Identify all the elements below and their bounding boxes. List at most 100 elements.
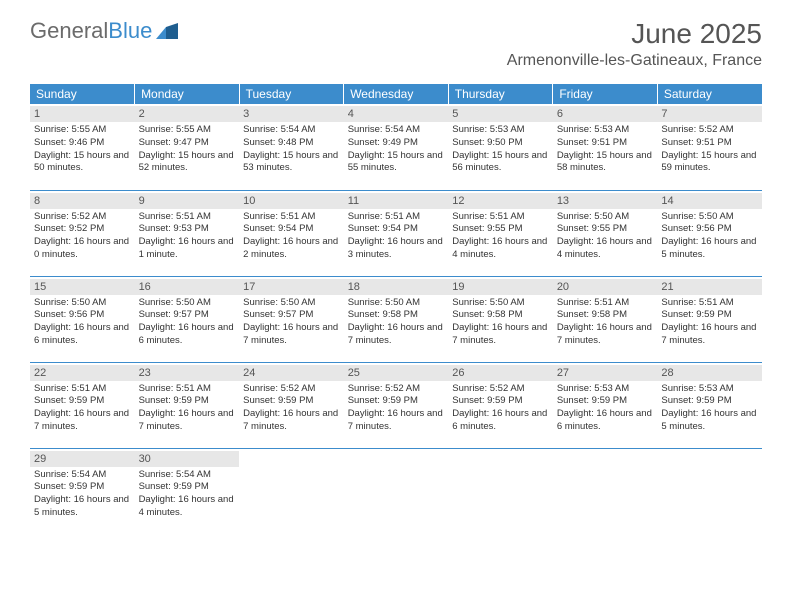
calendar-cell: 10 Sunrise: 5:51 AMSunset: 9:54 PMDayligh… (239, 190, 344, 276)
brand-word1: General (30, 18, 108, 44)
day-number: 24 (239, 365, 344, 381)
month-title: June 2025 (507, 18, 762, 50)
day-number: 27 (553, 365, 658, 381)
brand-logo: GeneralBlue (30, 18, 180, 44)
day-number: 20 (553, 279, 658, 295)
daylight-line: Daylight: 15 hours and 59 minutes. (661, 150, 756, 174)
day-header: Saturday (657, 84, 762, 104)
sunset-line: Sunset: 9:50 PM (452, 137, 522, 148)
day-detail: Sunrise: 5:53 AMSunset: 9:59 PMDaylight:… (557, 383, 654, 434)
day-header: Sunday (30, 84, 135, 104)
sunrise-line: Sunrise: 5:51 AM (557, 297, 629, 308)
day-number: 11 (344, 193, 449, 209)
daylight-line: Daylight: 15 hours and 53 minutes. (243, 150, 338, 174)
daylight-line: Daylight: 15 hours and 50 minutes. (34, 150, 129, 174)
sunrise-line: Sunrise: 5:54 AM (348, 124, 420, 135)
sunrise-line: Sunrise: 5:51 AM (452, 211, 524, 222)
daylight-line: Daylight: 16 hours and 7 minutes. (348, 408, 443, 432)
location-text: Armenonville-les-Gatineaux, France (507, 52, 762, 70)
calendar-row: 1Sunrise: 5:55 AMSunset: 9:46 PMDaylight… (30, 104, 762, 190)
day-detail: Sunrise: 5:50 AMSunset: 9:56 PMDaylight:… (661, 211, 758, 262)
calendar-cell: 2Sunrise: 5:55 AMSunset: 9:47 PMDaylight… (135, 104, 240, 190)
sunset-line: Sunset: 9:49 PM (348, 137, 418, 148)
sunrise-line: Sunrise: 5:52 AM (348, 383, 420, 394)
day-detail: Sunrise: 5:54 AMSunset: 9:59 PMDaylight:… (34, 469, 131, 520)
daylight-line: Daylight: 16 hours and 6 minutes. (34, 322, 129, 346)
sunset-line: Sunset: 9:57 PM (243, 309, 313, 320)
calendar-cell: 6Sunrise: 5:53 AMSunset: 9:51 PMDaylight… (553, 104, 658, 190)
day-number: 9 (135, 193, 240, 209)
day-header: Monday (135, 84, 240, 104)
sunrise-line: Sunrise: 5:51 AM (348, 211, 420, 222)
sunrise-line: Sunrise: 5:53 AM (452, 124, 524, 135)
sunrise-line: Sunrise: 5:51 AM (139, 211, 211, 222)
calendar-cell: 18Sunrise: 5:50 AMSunset: 9:58 PMDayligh… (344, 276, 449, 362)
calendar-cell: 19Sunrise: 5:50 AMSunset: 9:58 PMDayligh… (448, 276, 553, 362)
sunrise-line: Sunrise: 5:51 AM (34, 383, 106, 394)
day-number: 28 (657, 365, 762, 381)
sunrise-line: Sunrise: 5:50 AM (661, 211, 733, 222)
title-block: June 2025 Armenonville-les-Gatineaux, Fr… (507, 18, 762, 70)
daylight-line: Daylight: 16 hours and 7 minutes. (557, 322, 652, 346)
day-detail: Sunrise: 5:53 AMSunset: 9:59 PMDaylight:… (661, 383, 758, 434)
day-detail: Sunrise: 5:51 AMSunset: 9:54 PMDaylight:… (243, 211, 340, 262)
calendar-cell: 20 Sunrise: 5:51 AMSunset: 9:58 PM Dayligh… (553, 276, 658, 362)
day-detail: Sunrise: 5:51 AMSunset: 9:59 PMDaylight:… (661, 297, 758, 348)
day-detail: Sunrise: 5:50 AMSunset: 9:57 PMDaylight:… (243, 297, 340, 348)
day-detail: Sunrise: 5:53 AMSunset: 9:50 PMDaylight:… (452, 124, 549, 175)
sunset-line: Sunset: 9:59 PM (139, 481, 209, 492)
calendar-cell: 5Sunrise: 5:53 AMSunset: 9:50 PMDaylight… (448, 104, 553, 190)
day-detail: Sunrise: 5:54 AMSunset: 9:48 PMDaylight:… (243, 124, 340, 175)
day-detail: Sunrise: 5:51 AMSunset: 9:53 PM Daylight:… (139, 211, 236, 262)
calendar-cell: 9 Sunrise: 5:51 AMSunset: 9:53 PM Daylight… (135, 190, 240, 276)
sunrise-line: Sunrise: 5:50 AM (34, 297, 106, 308)
day-number: 18 (344, 279, 449, 295)
calendar-cell: 12Sunrise: 5:51 AMSunset: 9:55 PMDayligh… (448, 190, 553, 276)
calendar-cell: 22Sunrise: 5:51 AMSunset: 9:59 PMDayligh… (30, 362, 135, 448)
sunset-line: Sunset: 9:59 PM (661, 395, 731, 406)
day-detail: Sunrise: 5:55 AMSunset: 9:47 PMDaylight:… (139, 124, 236, 175)
sunset-line: Sunset: 9:51 PM (661, 137, 731, 148)
daylight-line: Daylight: 16 hours and 1 minute. (139, 236, 234, 260)
sunrise-line: Sunrise: 5:50 AM (243, 297, 315, 308)
day-number: 30 (135, 451, 240, 467)
sunset-line: Sunset: 9:55 PM (452, 223, 522, 234)
daylight-line: Daylight: 16 hours and 5 minutes. (661, 408, 756, 432)
brand-word2: Blue (108, 18, 152, 44)
calendar-cell (448, 448, 553, 534)
calendar-cell: 26Sunrise: 5:52 AMSunset: 9:59 PMDayligh… (448, 362, 553, 448)
sunset-line: Sunset: 9:47 PM (139, 137, 209, 148)
day-number: 3 (239, 106, 344, 122)
sunset-line: Sunset: 9:57 PM (139, 309, 209, 320)
day-header-row: Sunday Monday Tuesday Wednesday Thursday… (30, 84, 762, 104)
day-detail: Sunrise: 5:50 AMSunset: 9:56 PMDaylight:… (34, 297, 131, 348)
day-header: Friday (553, 84, 658, 104)
day-header: Tuesday (239, 84, 344, 104)
sunrise-line: Sunrise: 5:50 AM (452, 297, 524, 308)
header: GeneralBlue June 2025 Armenonville-les-G… (0, 0, 792, 78)
sunrise-line: Sunrise: 5:52 AM (243, 383, 315, 394)
sunset-line: Sunset: 9:48 PM (243, 137, 313, 148)
day-number: 29 (30, 451, 135, 467)
day-number: 16 (135, 279, 240, 295)
sunset-line: Sunset: 9:58 PM (557, 309, 627, 320)
day-detail: Sunrise: 5:52 AMSunset: 9:52 PMDaylight:… (34, 211, 131, 262)
daylight-line: Daylight: 16 hours and 7 minutes. (243, 408, 338, 432)
sunset-line: Sunset: 9:52 PM (34, 223, 104, 234)
sunset-line: Sunset: 9:58 PM (348, 309, 418, 320)
calendar-row: 15Sunrise: 5:50 AMSunset: 9:56 PMDayligh… (30, 276, 762, 362)
calendar-cell: 25Sunrise: 5:52 AMSunset: 9:59 PMDayligh… (344, 362, 449, 448)
daylight-line: Daylight: 16 hours and 6 minutes. (557, 408, 652, 432)
sunrise-line: Sunrise: 5:50 AM (557, 211, 629, 222)
daylight-line: Daylight: 15 hours and 58 minutes. (557, 150, 652, 174)
day-number: 13 (553, 193, 658, 209)
sunset-line: Sunset: 9:53 PM (139, 223, 209, 234)
calendar-cell: 30Sunrise: 5:54 AMSunset: 9:59 PMDayligh… (135, 448, 240, 534)
sunset-line: Sunset: 9:59 PM (348, 395, 418, 406)
sunset-line: Sunset: 9:56 PM (661, 223, 731, 234)
daylight-line: Daylight: 16 hours and 3 minutes. (348, 236, 443, 260)
calendar-cell: 24Sunrise: 5:52 AMSunset: 9:59 PMDayligh… (239, 362, 344, 448)
day-number: 10 (239, 193, 344, 209)
day-number: 8 (30, 193, 135, 209)
sunrise-line: Sunrise: 5:50 AM (348, 297, 420, 308)
